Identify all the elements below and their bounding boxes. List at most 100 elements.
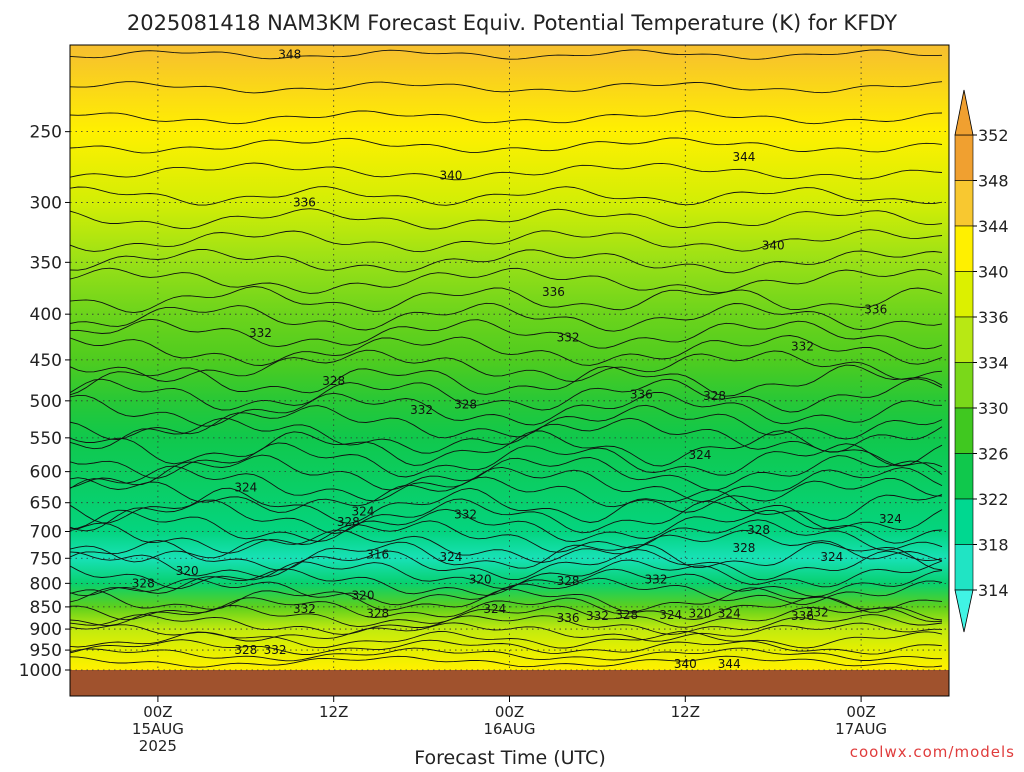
contour-label: 332 bbox=[791, 340, 814, 354]
contour-label: 336 bbox=[791, 609, 814, 623]
credit-text: coolwx.com/models bbox=[850, 743, 1015, 761]
contour-line bbox=[70, 647, 942, 662]
contour-line bbox=[70, 596, 943, 621]
contour-label: 340 bbox=[674, 657, 697, 671]
colorbar-label: 326 bbox=[978, 445, 1009, 464]
colorbar-label: 336 bbox=[978, 308, 1009, 327]
contour-label: 332 bbox=[249, 326, 272, 340]
colorbar-label: 318 bbox=[978, 536, 1009, 555]
contour-label: 328 bbox=[454, 398, 477, 412]
contour-line bbox=[70, 302, 943, 332]
contour-label: 336 bbox=[542, 285, 565, 299]
contour-label: 324 bbox=[483, 602, 506, 616]
colorbar-label: 330 bbox=[978, 399, 1009, 418]
contour-line bbox=[70, 186, 943, 206]
contour-lines bbox=[70, 49, 943, 668]
x-tick-label: 00Z bbox=[846, 703, 875, 721]
contour-line bbox=[70, 605, 943, 628]
contour-label: 320 bbox=[688, 607, 711, 621]
y-tick-label: 600 bbox=[30, 463, 62, 483]
contour-line bbox=[70, 391, 943, 427]
x-tick-label: 16AUG bbox=[484, 720, 536, 738]
contour-line bbox=[70, 49, 943, 60]
contour-label: 332 bbox=[557, 331, 580, 345]
colorbar-swatch bbox=[954, 180, 974, 227]
y-tick-label: 650 bbox=[30, 494, 62, 514]
y-tick-label: 1000 bbox=[19, 661, 62, 681]
colorbar-label: 334 bbox=[978, 354, 1009, 373]
x-tick-label: 2025 bbox=[139, 737, 177, 755]
colorbar-swatch bbox=[954, 225, 974, 272]
y-tick-label: 500 bbox=[30, 392, 62, 412]
contour-line bbox=[70, 378, 943, 413]
contour-line bbox=[70, 529, 943, 563]
contour-line bbox=[70, 508, 943, 544]
colorbar-swatch bbox=[954, 407, 974, 454]
colorbar-label: 314 bbox=[978, 581, 1009, 600]
colorbar-bottom-arrow bbox=[954, 589, 974, 633]
y-tick-label: 950 bbox=[30, 641, 62, 661]
contour-label: 332 bbox=[454, 507, 477, 521]
contour-line bbox=[70, 639, 943, 655]
contour-label: 328 bbox=[747, 523, 770, 537]
contour-line bbox=[70, 335, 943, 366]
contour-line bbox=[70, 577, 943, 606]
contour-label: 340 bbox=[439, 169, 462, 183]
colorbar-swatch bbox=[954, 316, 974, 363]
y-tick-label: 750 bbox=[30, 549, 62, 569]
y-tick-label: 850 bbox=[30, 598, 62, 618]
contour-label: 336 bbox=[557, 611, 580, 625]
contour-label: 328 bbox=[615, 608, 638, 622]
contour-line bbox=[70, 208, 943, 230]
colorbar-label: 322 bbox=[978, 490, 1009, 509]
x-tick-label: 00Z bbox=[495, 703, 524, 721]
y-tick-label: 550 bbox=[30, 429, 62, 449]
contour-label: 324 bbox=[659, 608, 682, 622]
x-tick-label: 12Z bbox=[671, 703, 700, 721]
colorbar-label: 348 bbox=[978, 172, 1009, 191]
x-tick-label: 12Z bbox=[319, 703, 348, 721]
contour-label: 328 bbox=[234, 643, 257, 657]
contour-label: 328 bbox=[322, 374, 345, 388]
contour-line bbox=[70, 404, 943, 440]
colorbar-swatch bbox=[954, 498, 974, 545]
contour-label: 348 bbox=[278, 48, 301, 62]
contour-label: 324 bbox=[820, 550, 843, 564]
contour-label: 320 bbox=[469, 572, 492, 586]
contour-label: 344 bbox=[718, 657, 741, 671]
contour-label: 332 bbox=[586, 609, 609, 623]
colorbar-top-arrow bbox=[954, 89, 974, 136]
contour-label: 324 bbox=[718, 607, 741, 621]
contour-label: 328 bbox=[132, 576, 155, 590]
contour-line bbox=[70, 487, 943, 524]
contour-label: 324 bbox=[439, 550, 462, 564]
contour-line bbox=[70, 655, 943, 668]
y-tick-label: 300 bbox=[30, 193, 62, 213]
y-tick-label: 400 bbox=[30, 305, 62, 325]
contour-line bbox=[70, 318, 943, 350]
contour-line bbox=[70, 137, 943, 154]
ground-strip bbox=[70, 670, 949, 696]
x-tick-label: 17AUG bbox=[835, 720, 887, 738]
colorbar-swatch bbox=[954, 544, 974, 591]
contour-line bbox=[70, 442, 943, 479]
contour-label: 316 bbox=[366, 548, 389, 562]
contour-label: 328 bbox=[732, 541, 755, 555]
contour-label: 320 bbox=[352, 588, 375, 602]
contour-line bbox=[70, 549, 943, 581]
colorbar-swatch bbox=[954, 271, 974, 318]
y-tick-label: 800 bbox=[30, 574, 62, 594]
contour-line bbox=[70, 614, 943, 635]
contour-label: 332 bbox=[645, 572, 668, 586]
contour-line bbox=[70, 465, 943, 503]
contour-line bbox=[70, 286, 943, 314]
contour-line bbox=[70, 229, 943, 253]
contour-line bbox=[70, 430, 943, 467]
contour-label: 336 bbox=[630, 388, 653, 402]
contour-line bbox=[70, 162, 943, 181]
contour-label: 328 bbox=[366, 607, 389, 621]
contour-line bbox=[70, 519, 943, 554]
x-tick-label: 15AUG bbox=[132, 720, 184, 738]
x-tick-label: 00Z bbox=[143, 703, 172, 721]
